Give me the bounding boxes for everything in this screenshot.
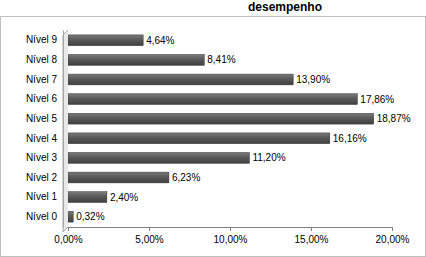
data-label: 0,32% <box>76 211 104 222</box>
y-tick: Nível 1 <box>26 191 58 202</box>
x-tick-mark <box>311 227 312 231</box>
x-tick-label: 0,00% <box>54 234 82 245</box>
data-label: 16,16% <box>333 133 367 144</box>
bar <box>68 172 169 183</box>
x-tick-mark <box>149 227 150 231</box>
y-tick-label: Nível 6 <box>26 93 58 104</box>
bar <box>68 153 249 164</box>
y-tick: Nível 9 <box>26 34 58 45</box>
bar <box>68 55 204 66</box>
x-tick: 5,00% <box>135 227 163 245</box>
y-tick-label: Nível 8 <box>26 54 58 65</box>
data-label: 4,64% <box>146 35 174 46</box>
y-tick: Nível 2 <box>26 172 58 183</box>
title: desempenho <box>248 0 322 14</box>
x-tick-mark <box>68 227 69 231</box>
y-tick-label: Nível 5 <box>26 113 58 124</box>
y-tick-label: Nível 7 <box>26 74 58 85</box>
x-tick-label: 20,00% <box>376 234 410 245</box>
bar <box>68 192 107 203</box>
y-tick: Nível 3 <box>26 152 58 163</box>
bar <box>68 74 293 85</box>
data-label: 8,41% <box>207 54 235 65</box>
y-tick-label: Nível 1 <box>26 191 58 202</box>
y-tick-label: Nível 4 <box>26 133 58 144</box>
y-tick-label: Nível 3 <box>26 152 58 163</box>
y-tick: Nível 4 <box>26 133 58 144</box>
wall <box>63 30 68 232</box>
x-tick-label: 10,00% <box>214 234 248 245</box>
plot: 0,00%5,00%10,00%15,00%20,00%Nível 0Nível… <box>26 30 411 245</box>
y-tick: Nível 7 <box>26 74 58 85</box>
data-label: 17,86% <box>360 94 394 105</box>
y-tick-label: Nível 2 <box>26 172 58 183</box>
x-tick: 0,00% <box>54 227 82 245</box>
data-label: 2,40% <box>110 192 138 203</box>
bar <box>68 133 330 144</box>
x-axis: 0,00% 5,00% 10,00% 15,00% 20,00% <box>54 227 409 245</box>
y-tick-label: Nível 9 <box>26 34 58 45</box>
data-label: 18,87% <box>377 113 411 124</box>
y-tick-label: Nível 0 <box>26 211 58 222</box>
chart-frame <box>1 17 426 257</box>
y-tick: Nível 8 <box>26 54 58 65</box>
data-label: 13,90% <box>296 74 330 85</box>
x-tick-label: 15,00% <box>295 234 329 245</box>
x-tick-mark <box>230 227 231 231</box>
x-tick-label: 5,00% <box>135 234 163 245</box>
x-tick: 15,00% <box>295 227 329 245</box>
y-tick: Nível 0 <box>26 211 58 222</box>
data-labels: 0,32% 2,40% 6,23% 11,20% 16,16% 18,87% 17,86% 1… <box>76 35 411 222</box>
bar <box>68 35 143 46</box>
data-label: 11,20% <box>252 152 285 163</box>
y-axis-line <box>63 31 64 228</box>
bar <box>68 211 73 222</box>
x-tick: 20,00% <box>376 227 410 245</box>
bars <box>68 35 374 222</box>
y-tick: Nível 5 <box>26 113 58 124</box>
y-tick: Nível 6 <box>26 93 58 104</box>
x-tick-mark <box>392 227 393 231</box>
data-label: 6,23% <box>172 172 200 183</box>
y-axis: Nível 0 Nível 1 Nível 2 Nível 3 Nível 4 Nível… <box>26 31 64 228</box>
bar <box>68 113 374 124</box>
bar <box>68 94 357 105</box>
chart: desempenho 0,00% 5,00% 10,00% 15,00% 20,00% Ní… <box>0 0 426 257</box>
x-tick: 10,00% <box>214 227 248 245</box>
